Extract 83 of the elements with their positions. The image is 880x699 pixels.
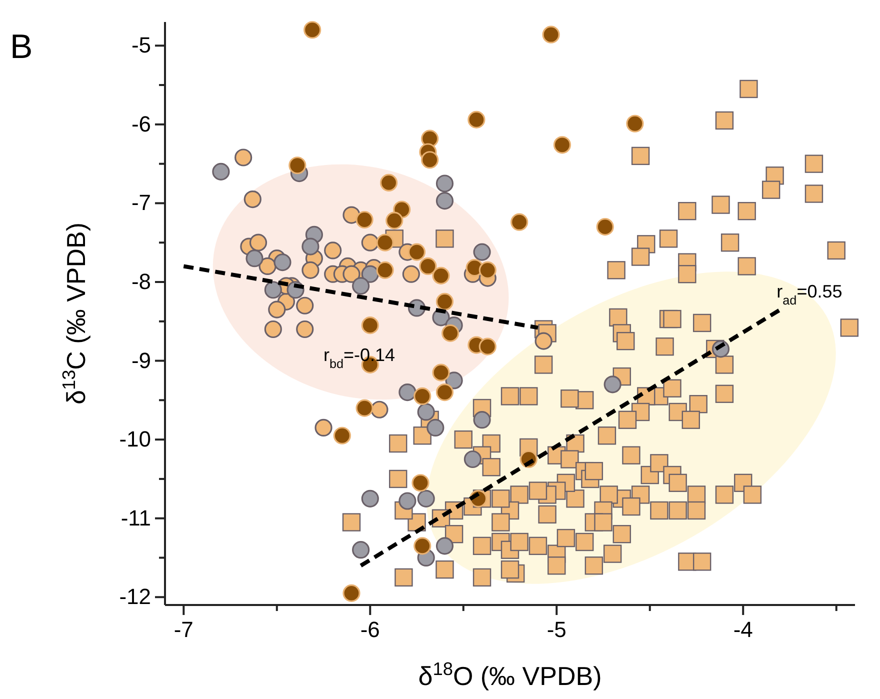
x-axis-title: δ$^{18}$O (‰ VPDB) xyxy=(418,659,602,691)
point xyxy=(417,403,435,421)
point xyxy=(258,257,276,276)
point xyxy=(412,474,430,492)
point xyxy=(553,136,572,154)
annotation: r$_{ad}$=0.55 xyxy=(776,282,842,308)
point xyxy=(402,265,420,283)
y-tick-label: -12 xyxy=(119,584,151,610)
point xyxy=(249,234,268,252)
point xyxy=(626,114,644,132)
point xyxy=(370,400,388,418)
point xyxy=(361,316,379,334)
point xyxy=(361,490,379,508)
point xyxy=(432,266,450,284)
x-tick-label: -6 xyxy=(360,617,380,642)
point xyxy=(436,192,454,210)
point xyxy=(234,148,252,166)
point xyxy=(361,234,379,252)
point xyxy=(436,292,454,310)
point xyxy=(296,320,314,338)
point xyxy=(414,387,432,406)
y-tick-label: -9 xyxy=(131,348,151,373)
x-tick-label: -5 xyxy=(546,617,566,642)
point xyxy=(356,210,374,229)
point xyxy=(352,277,370,295)
point xyxy=(436,174,454,192)
point xyxy=(478,261,496,279)
point xyxy=(302,238,320,256)
point xyxy=(386,212,404,230)
point xyxy=(246,250,264,268)
point xyxy=(268,300,286,318)
point xyxy=(342,265,360,283)
point xyxy=(333,426,351,444)
point xyxy=(436,383,454,402)
point xyxy=(596,218,614,236)
point xyxy=(464,450,482,468)
point xyxy=(352,541,370,559)
point xyxy=(473,411,491,429)
point xyxy=(376,261,394,279)
point xyxy=(419,257,437,276)
point xyxy=(398,492,416,510)
y-tick-label: -8 xyxy=(131,268,151,294)
point xyxy=(442,324,460,342)
point xyxy=(264,320,282,338)
point xyxy=(212,162,230,180)
point xyxy=(314,418,332,437)
point xyxy=(534,332,552,350)
point xyxy=(274,253,292,272)
point xyxy=(417,490,435,508)
point xyxy=(478,338,496,356)
x-tick-label: -7 xyxy=(174,617,194,642)
point xyxy=(376,234,394,252)
point xyxy=(426,418,444,437)
point xyxy=(414,537,432,555)
point xyxy=(324,242,342,260)
point xyxy=(356,399,374,417)
point xyxy=(432,364,450,382)
y-tick-label: -11 xyxy=(120,505,151,530)
point xyxy=(604,376,622,394)
point xyxy=(304,21,322,39)
text: B xyxy=(10,28,33,66)
point xyxy=(473,243,491,261)
x-tick-label: -4 xyxy=(733,617,753,642)
point xyxy=(264,281,282,299)
point xyxy=(288,156,306,174)
point xyxy=(510,213,528,231)
y-tick-label: -10 xyxy=(119,426,151,452)
point xyxy=(468,110,486,128)
y-tick-label: -5 xyxy=(131,32,151,58)
point xyxy=(296,296,314,314)
point xyxy=(244,190,262,208)
point xyxy=(421,151,439,169)
point xyxy=(542,26,560,44)
y-tick-label: -7 xyxy=(131,190,151,216)
point xyxy=(380,174,398,192)
point xyxy=(361,265,379,283)
point xyxy=(302,261,320,279)
point xyxy=(342,584,360,602)
annotation: r$_{bd}$=-0.14 xyxy=(324,344,396,371)
point xyxy=(408,243,426,261)
y-tick-label: -6 xyxy=(131,111,151,136)
point xyxy=(436,537,454,555)
point xyxy=(398,383,416,402)
